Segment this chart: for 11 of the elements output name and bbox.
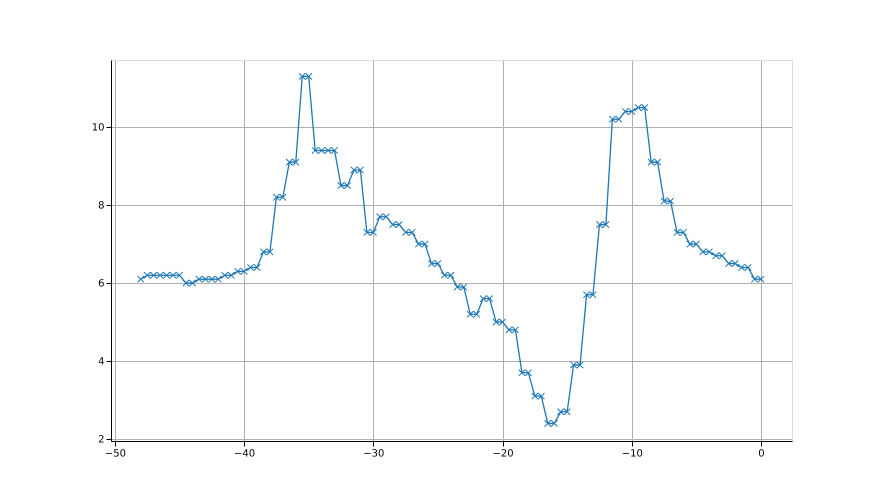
y-tick-label: 8 — [98, 200, 104, 212]
x-tick-label: −20 — [492, 448, 514, 460]
x-tick-label: −50 — [104, 448, 126, 460]
x-tick-label: 0 — [758, 448, 765, 460]
x-tick-label: −30 — [363, 448, 384, 460]
y-tick-label: 2 — [98, 434, 104, 446]
y-tick-label: 10 — [92, 122, 104, 134]
y-tick-label: 6 — [98, 278, 104, 290]
x-tick-label: −40 — [234, 448, 256, 460]
y-tick-label: 4 — [98, 356, 104, 368]
x-tick-label: −10 — [622, 448, 643, 460]
